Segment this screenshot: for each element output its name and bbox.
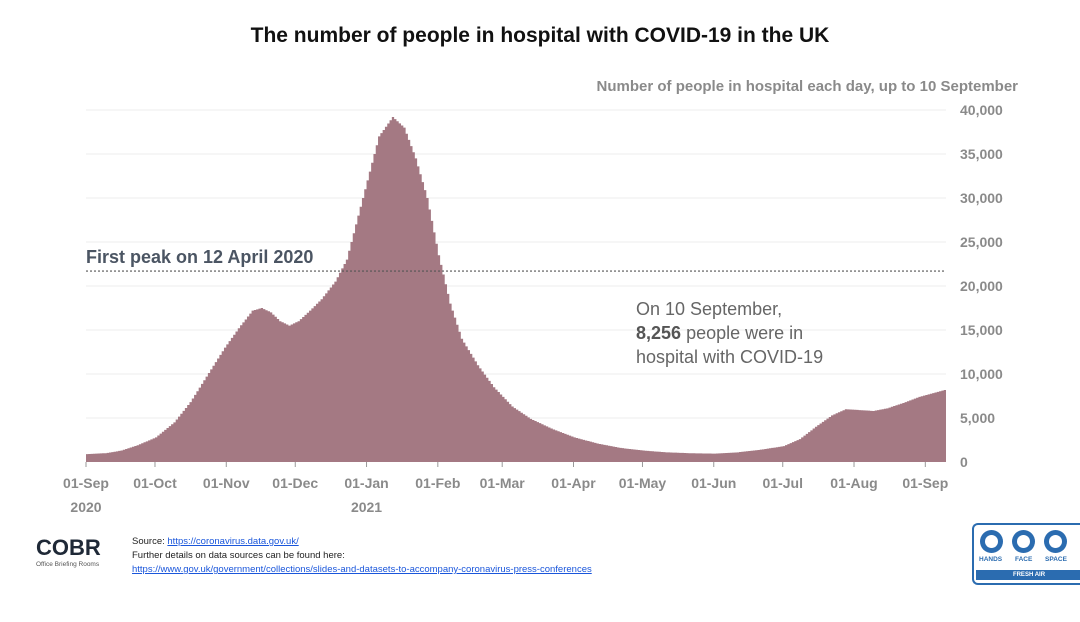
x-tick-label: 01-Oct bbox=[133, 475, 177, 491]
chart-subtitle: Number of people in hospital each day, u… bbox=[597, 78, 1019, 95]
y-tick-label: 40,000 bbox=[960, 102, 1003, 118]
x-tick-label: 01-Jun bbox=[691, 475, 736, 491]
x-axis: 01-Sep 2020 01-Oct 01-Nov 01-Dec 01-Jan 2021 01… bbox=[63, 462, 948, 515]
y-tick-label: 10,000 bbox=[960, 366, 1003, 382]
x-tick-label: 01-Dec bbox=[272, 475, 318, 491]
x-tick-label: 01-Mar bbox=[480, 475, 526, 491]
logo-subtext: Office Briefing Rooms bbox=[36, 561, 100, 568]
y-tick-label: 20,000 bbox=[960, 278, 1003, 294]
y-tick-label: 35,000 bbox=[960, 146, 1003, 162]
further-details-label: Further details on data sources can be f… bbox=[132, 550, 345, 561]
annotation-prefix: On 10 September, bbox=[636, 299, 783, 319]
x-tick-label: 01-Jan bbox=[344, 475, 388, 491]
y-tick-label: 25,000 bbox=[960, 234, 1003, 250]
face-icon bbox=[1012, 530, 1035, 553]
cobr-logo: COBR Office Briefing Rooms bbox=[36, 535, 101, 569]
space-icon bbox=[1044, 530, 1067, 553]
y-axis: 0 5,000 10,000 15,000 20,000 25,000 30,000 35,0… bbox=[960, 102, 1003, 470]
y-tick-label: 5,000 bbox=[960, 410, 995, 426]
chart-title: The number of people in hospital with CO… bbox=[250, 24, 830, 47]
x-year-label: 2021 bbox=[351, 499, 382, 515]
badge-label-face: FACE bbox=[1015, 556, 1033, 563]
x-tick-label: 01-Sep bbox=[63, 475, 109, 491]
x-tick-label: 01-Sep bbox=[902, 475, 948, 491]
x-tick-label: 01-Jul bbox=[763, 475, 803, 491]
further-details-link[interactable]: https://www.gov.uk/government/collection… bbox=[132, 564, 592, 575]
logo-text: COBR bbox=[36, 535, 101, 560]
annotation-suffix: people were in hospital with COVID-19 bbox=[636, 323, 824, 367]
annotation-value: 8,256 bbox=[636, 323, 682, 343]
x-tick-label: 01-Nov bbox=[203, 475, 250, 491]
first-peak-label: First peak on 12 April 2020 bbox=[86, 247, 313, 267]
badge-label-hands: HANDS bbox=[979, 556, 1003, 563]
hands-face-space-badge: HANDS FACE SPACE FRESH AIR bbox=[972, 523, 1080, 585]
area-series-hospital bbox=[86, 117, 946, 462]
badge-label-space: SPACE bbox=[1045, 556, 1067, 563]
x-tick-label: 01-Apr bbox=[551, 475, 596, 491]
y-tick-label: 15,000 bbox=[960, 322, 1003, 338]
latest-value-annotation: On 10 September, 8,256 people were in ho… bbox=[636, 297, 836, 369]
source-link[interactable]: https://coronavirus.data.gov.uk/ bbox=[167, 536, 299, 547]
hands-icon bbox=[980, 530, 1003, 553]
y-tick-label: 0 bbox=[960, 454, 968, 470]
x-tick-label: 01-Feb bbox=[415, 475, 460, 491]
y-tick-label: 30,000 bbox=[960, 190, 1003, 206]
source-block: Source: https://coronavirus.data.gov.uk/… bbox=[132, 535, 592, 577]
x-year-label: 2020 bbox=[70, 499, 101, 515]
x-tick-label: 01-Aug bbox=[830, 475, 877, 491]
badge-strip-fresh-air: FRESH AIR bbox=[976, 570, 1080, 580]
x-tick-label: 01-May bbox=[619, 475, 667, 491]
source-label: Source: bbox=[132, 536, 165, 547]
